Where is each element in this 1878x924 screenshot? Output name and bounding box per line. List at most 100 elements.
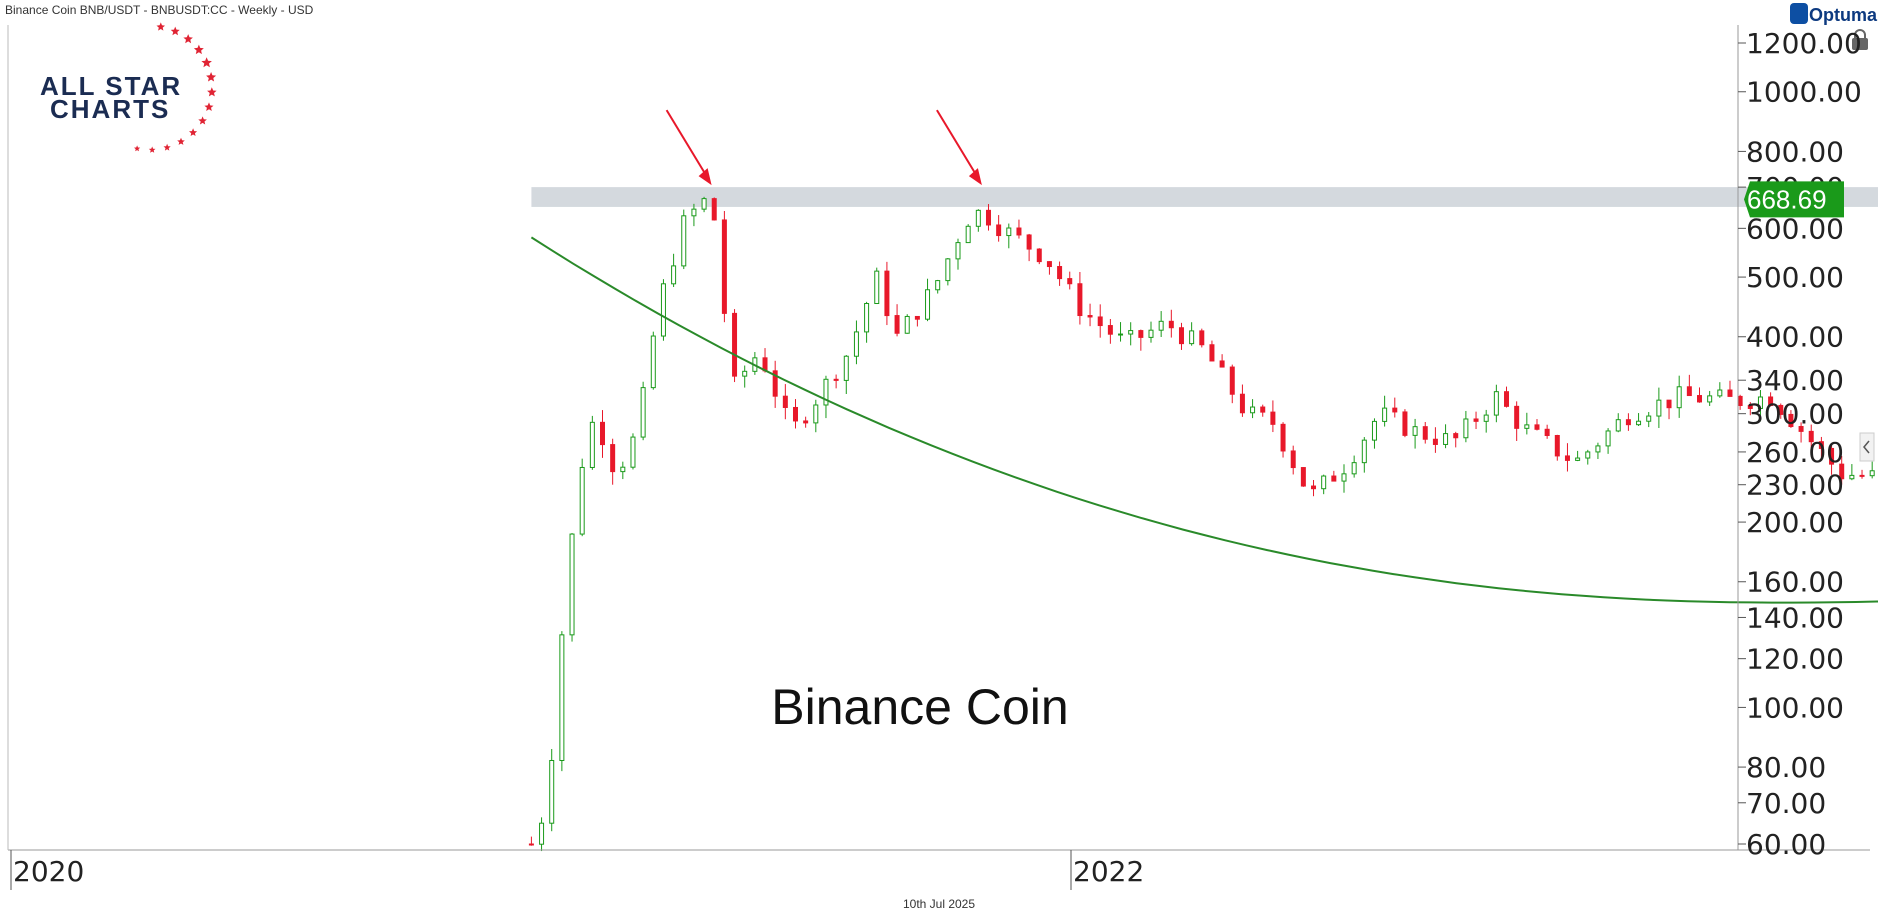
- lock-icon[interactable]: [1852, 29, 1868, 50]
- y-tick-label: 120.00: [1746, 643, 1844, 676]
- candle-body: [630, 436, 636, 468]
- candle-body: [1514, 405, 1520, 429]
- candle-body: [985, 209, 991, 226]
- candle-body: [569, 533, 575, 636]
- candle: [1483, 409, 1489, 433]
- star-icon: [148, 146, 156, 153]
- candle-body: [1524, 424, 1530, 429]
- candle: [660, 279, 666, 341]
- candle-body: [691, 208, 697, 217]
- candle: [1554, 434, 1560, 461]
- candle: [894, 304, 900, 337]
- candle: [1392, 397, 1398, 418]
- candle: [1798, 422, 1804, 443]
- red-arrow-shaft: [936, 109, 978, 177]
- candle-body: [650, 335, 656, 389]
- collapse-panel-icon[interactable]: [1859, 432, 1875, 462]
- candle: [579, 458, 585, 537]
- candle: [823, 375, 829, 419]
- candle-body: [528, 843, 534, 846]
- candle: [1737, 394, 1743, 410]
- candle: [782, 384, 788, 420]
- candle-body: [1829, 447, 1835, 465]
- candle-body: [965, 225, 971, 244]
- candle-body: [1676, 386, 1682, 409]
- candle: [691, 203, 697, 227]
- candle-body: [975, 209, 981, 227]
- candle-body: [1361, 439, 1367, 464]
- candle: [640, 381, 646, 441]
- candle: [1311, 480, 1317, 497]
- candle-body: [1747, 404, 1753, 409]
- candle: [1869, 461, 1875, 479]
- candle-body: [1300, 467, 1306, 487]
- candle: [975, 209, 981, 232]
- candle: [803, 416, 809, 428]
- candle: [1270, 400, 1276, 433]
- candle-body: [589, 421, 595, 468]
- candle: [833, 374, 839, 389]
- candle: [1524, 412, 1530, 435]
- candle: [1016, 219, 1022, 239]
- optuma-brand[interactable]: Optuma: [1809, 5, 1878, 25]
- candle: [1605, 428, 1611, 454]
- candle: [1402, 409, 1408, 438]
- candle-body: [1636, 420, 1642, 426]
- candle: [904, 314, 910, 334]
- candle-body: [1432, 438, 1438, 445]
- candle-body: [701, 198, 707, 210]
- candle-body: [1839, 463, 1845, 480]
- candle-body: [1768, 396, 1774, 406]
- cup-arc: [530, 236, 1878, 604]
- candle: [1656, 387, 1662, 428]
- last-price-tag: 668.69: [1744, 181, 1844, 218]
- candle-body: [935, 280, 941, 291]
- candle-body: [1311, 485, 1317, 490]
- star-icon: [198, 116, 207, 125]
- candle-body: [732, 312, 738, 377]
- candle-body: [1239, 393, 1245, 414]
- candle: [1595, 442, 1601, 459]
- candle-body: [1148, 329, 1154, 338]
- candle-body: [1534, 424, 1540, 430]
- candle-body: [1199, 330, 1205, 346]
- y-tick-label: 140.00: [1746, 601, 1844, 634]
- star-icon: [206, 72, 217, 82]
- candle: [1087, 303, 1093, 327]
- candle-body: [1392, 407, 1398, 413]
- candle-body: [1067, 278, 1073, 285]
- candle-body: [1707, 395, 1713, 403]
- y-tick-label: 200.00: [1746, 506, 1844, 539]
- footer-date: 10th Jul 2025: [903, 897, 975, 911]
- candle: [1067, 271, 1073, 290]
- candle-body: [792, 406, 798, 422]
- candle: [1808, 424, 1814, 454]
- y-tick-label: 260.00: [1746, 436, 1844, 469]
- candle-body: [1564, 455, 1570, 461]
- candle: [1686, 374, 1692, 397]
- candle-body: [894, 315, 900, 334]
- star-icon: [177, 137, 185, 145]
- candle-body: [711, 198, 717, 221]
- optuma-logo-icon: [1790, 3, 1808, 24]
- candle: [1818, 436, 1824, 459]
- y-axis[interactable]: 1200.001000.00800.00700.00600.00500.0040…: [1738, 27, 1862, 861]
- candle: [1341, 464, 1347, 493]
- candle: [528, 836, 534, 846]
- candle-body: [579, 466, 585, 535]
- x-axis[interactable]: 2020202220242026: [10, 850, 1878, 890]
- candle: [549, 748, 555, 832]
- red-arrow-icon: [936, 109, 982, 186]
- candle: [1757, 390, 1763, 422]
- candle: [1585, 449, 1591, 465]
- candle: [610, 438, 616, 485]
- y-tick-label: 100.00: [1746, 691, 1844, 724]
- candle: [1453, 431, 1459, 448]
- candle-body: [1036, 248, 1042, 263]
- candle: [1382, 395, 1388, 427]
- candle-body: [1422, 426, 1428, 440]
- candle: [914, 315, 920, 327]
- candle: [772, 360, 778, 408]
- candle-body: [1808, 430, 1814, 443]
- star-icon: [189, 128, 198, 136]
